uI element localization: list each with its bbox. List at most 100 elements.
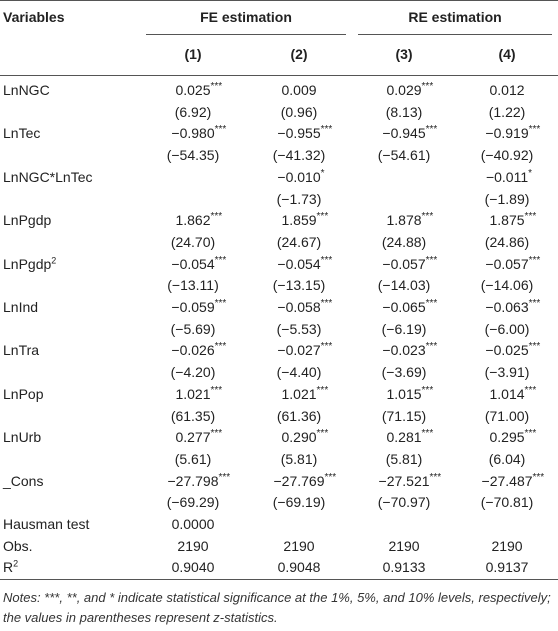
- stat-cell: (−70.97): [352, 492, 456, 514]
- coef-row: Hausman test 0.0000: [0, 514, 558, 536]
- coef-cell: −0.026 ***: [140, 340, 246, 362]
- coef-wrap: 1.015 ***: [386, 384, 433, 406]
- stat-value: (24.88): [381, 233, 427, 250]
- coef-value: −27.521: [378, 472, 430, 489]
- variable-cell: _Cons: [0, 471, 140, 493]
- coef-value: 2190: [283, 537, 315, 554]
- coef-wrap: 0.9048: [278, 557, 321, 579]
- variable-name: Obs.: [3, 537, 33, 554]
- coef-value: −0.059: [171, 299, 215, 316]
- coef-cell: 0.9133: [352, 557, 457, 581]
- coef-cell: −0.057 ***: [456, 254, 558, 276]
- stat-value: (0.96): [280, 103, 318, 120]
- coef-wrap: 2190: [491, 536, 522, 558]
- coef-cell: −27.798 ***: [140, 471, 246, 493]
- coef-value: −27.487: [481, 472, 533, 489]
- coef-value: 2190: [177, 537, 209, 554]
- coef-stars: ***: [316, 428, 329, 440]
- variable-name: LnPgdp: [3, 255, 52, 272]
- coef-cell: 0.295 ***: [456, 427, 558, 449]
- stat-cell: (61.35): [140, 406, 246, 428]
- stat-cell: (24.70): [140, 232, 246, 254]
- column-header: (1): [140, 35, 246, 76]
- coef-wrap: 1.878 ***: [386, 210, 433, 232]
- stat-cell: (−70.81): [456, 492, 558, 514]
- coef-wrap: 0.281 ***: [386, 427, 433, 449]
- stat-value: (61.35): [170, 407, 216, 424]
- stat-cell: (6.04): [456, 449, 558, 471]
- stat-value: (71.15): [381, 407, 427, 424]
- coef-cell: −0.058 ***: [246, 297, 352, 319]
- stat-cell: (−14.03): [352, 275, 456, 297]
- stat-cell: (−3.69): [352, 362, 456, 384]
- stat-cell: (−5.69): [140, 319, 246, 341]
- coef-cell: 1.862 ***: [140, 210, 246, 232]
- stat-cell: [140, 189, 246, 211]
- variable-cell: Obs.: [0, 536, 140, 558]
- variable-cell: [0, 492, 140, 514]
- header-row: Variables FE estimation RE estimation: [0, 0, 558, 35]
- stat-value: (−4.20): [170, 364, 216, 381]
- coef-wrap: 1.862 ***: [175, 210, 222, 232]
- coef-stars: ***: [528, 298, 541, 310]
- variable-name: LnInd: [3, 299, 39, 316]
- stat-cell: (−3.91): [456, 362, 558, 384]
- stat-value: (−1.89): [484, 190, 530, 207]
- stat-value: (−4.40): [276, 364, 322, 381]
- stat-cell: (24.88): [352, 232, 456, 254]
- coef-stars: ***: [316, 384, 329, 396]
- coef-wrap: 1.859 ***: [281, 210, 328, 232]
- coef-cell: −0.054 ***: [246, 254, 352, 276]
- stat-cell: (0.96): [246, 102, 352, 124]
- variable-cell: LnPgdp: [0, 210, 140, 232]
- coef-value: −0.054: [277, 255, 321, 272]
- stat-value: (6.04): [488, 450, 526, 467]
- stat-cell: (−4.40): [246, 362, 352, 384]
- coef-cell: −0.065 ***: [352, 297, 456, 319]
- coef-stars: ***: [528, 341, 541, 353]
- stat-value: (61.36): [276, 407, 322, 424]
- coef-value: 1.021: [281, 385, 317, 402]
- coef-wrap: 0.295 ***: [490, 427, 537, 449]
- coef-cell: −0.011 *: [456, 167, 558, 189]
- stat-cell: (1.22): [456, 102, 558, 124]
- coef-wrap: −0.059 ***: [171, 297, 226, 319]
- coef-value: −0.919: [485, 125, 529, 142]
- variable-name: LnPop: [3, 385, 44, 402]
- coef-cell: 1.014 ***: [456, 384, 558, 406]
- coef-wrap: −0.054 ***: [277, 254, 332, 276]
- coef-cell: 1.875 ***: [456, 210, 558, 232]
- variable-sup: 2: [51, 254, 57, 265]
- stat-row: (24.70) (24.67) (24.88) (24.86): [0, 232, 558, 254]
- coef-stars: ***: [421, 211, 434, 223]
- stat-cell: (−13.11): [140, 275, 246, 297]
- coef-value: 0.009: [281, 82, 317, 98]
- stat-value: (5.61): [174, 450, 212, 467]
- coef-cell: −0.023 ***: [352, 340, 456, 362]
- stat-cell: (5.81): [246, 449, 352, 471]
- variable-name: Hausman test: [3, 516, 90, 533]
- coef-value: −0.027: [277, 342, 321, 359]
- variable-cell: LnUrb: [0, 427, 140, 449]
- coef-value: −0.011: [485, 168, 529, 185]
- variable-cell: [0, 232, 140, 254]
- coef-cell: −0.025 ***: [456, 340, 558, 362]
- coef-cell: −0.945 ***: [352, 123, 456, 145]
- stat-value: (−1.73): [276, 190, 322, 207]
- coef-wrap: −27.769 ***: [274, 471, 337, 493]
- stat-cell: (5.81): [352, 449, 456, 471]
- variable-cell: LnNGC*LnTec: [0, 167, 140, 189]
- coef-value: −0.023: [382, 342, 426, 359]
- coef-stars: ***: [210, 211, 223, 223]
- variable-name: LnNGC*LnTec: [3, 168, 93, 185]
- coef-wrap: −0.057 ***: [485, 254, 540, 276]
- column-header: (2): [246, 35, 353, 76]
- coef-stars: ***: [421, 428, 434, 440]
- group-header: FE estimation: [140, 0, 353, 35]
- coef-value: 1.878: [386, 212, 422, 229]
- variable-cell: Hausman test: [0, 514, 140, 536]
- coef-value: 0.9137: [485, 559, 529, 576]
- stat-value: (−13.11): [167, 277, 219, 294]
- variable-name: LnUrb: [3, 429, 42, 446]
- coef-cell: −0.955 ***: [246, 123, 352, 145]
